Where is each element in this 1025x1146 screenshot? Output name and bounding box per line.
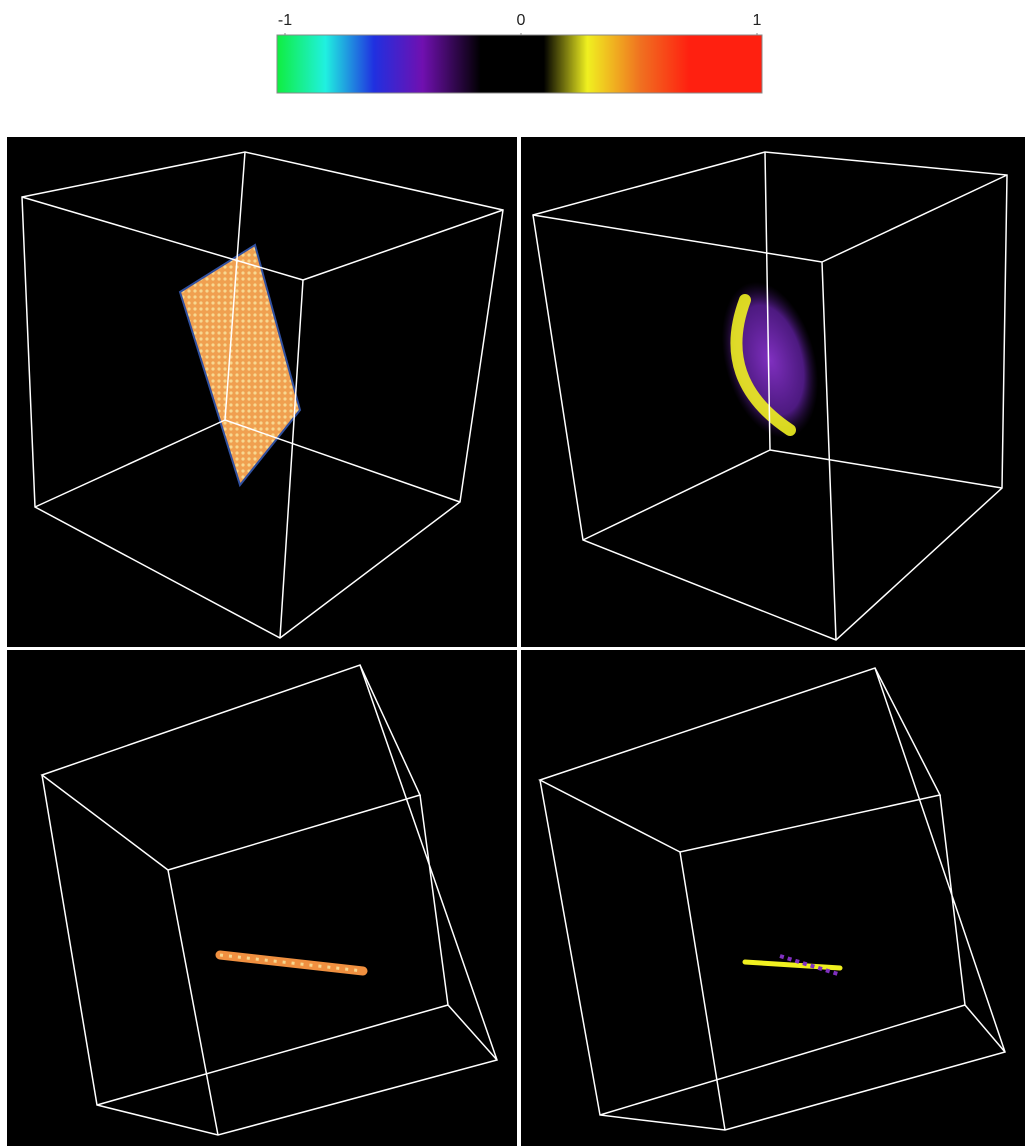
colorbar-tick-label: 0 [517, 12, 526, 29]
figure: -1 0 1 [0, 0, 1025, 1146]
panel [521, 650, 1025, 1146]
panels [7, 137, 1025, 1146]
colorbar-gradient [277, 35, 762, 93]
colorbar-tick-label: -1 [278, 12, 292, 29]
colorbar: -1 0 1 [277, 12, 762, 93]
colorbar-tick-label: 1 [753, 12, 762, 29]
